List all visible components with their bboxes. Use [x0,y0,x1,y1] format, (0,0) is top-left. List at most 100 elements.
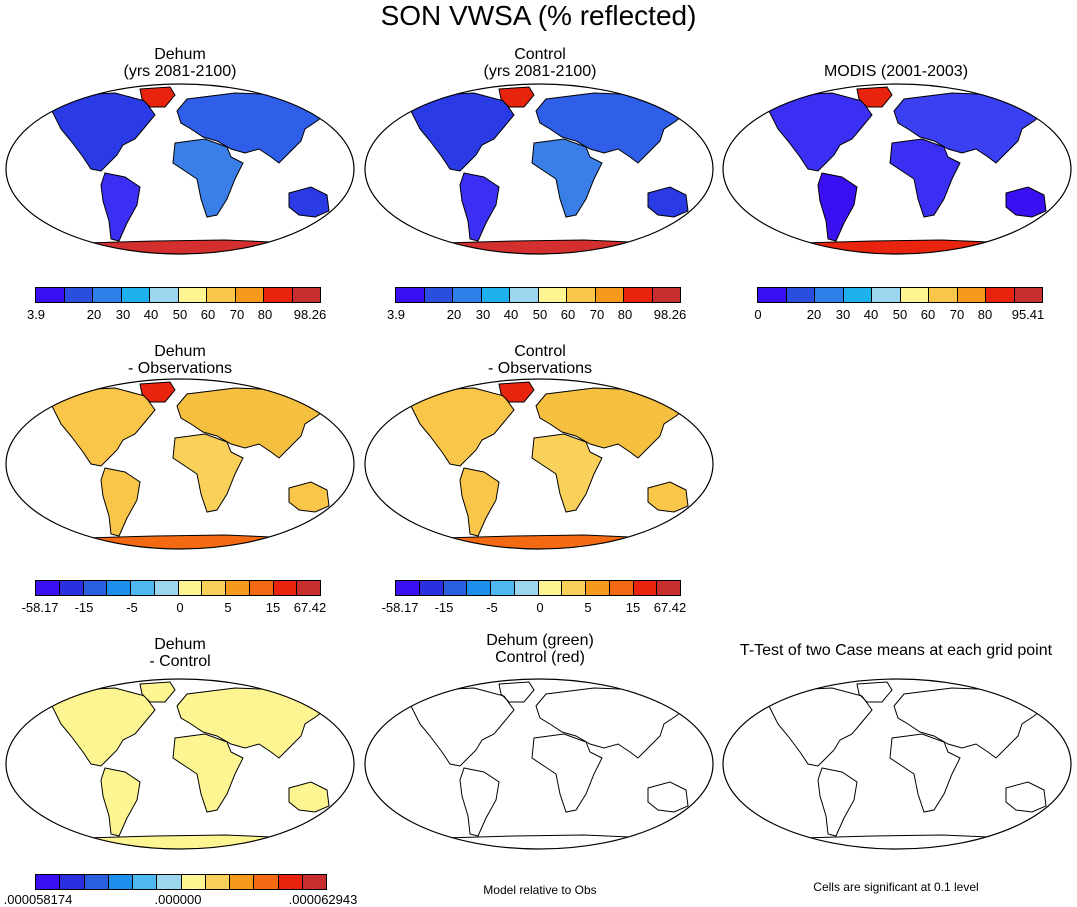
cb1-label: 3.9 [26,307,46,322]
colorbar-swatch [633,581,658,595]
cb5-label: 0 [536,600,544,615]
cb1-label: 40 [143,307,159,322]
continent-greenland [856,86,893,108]
continent-africa [172,433,244,513]
colorbar-swatch [562,581,586,595]
cb1-label: 70 [229,307,245,322]
cb4-label: 15 [265,600,281,615]
colorbar-swatch [133,875,158,889]
cb2-label: 40 [503,307,519,322]
cb2-label: 98.26 [653,307,687,322]
cb3-label: 30 [835,307,851,322]
colorbar-swatch [514,581,539,595]
cb3-label: 60 [920,307,936,322]
colorbar-swatch [273,581,298,595]
colorbar-swatch [254,875,279,889]
colorbar-swatch [453,288,482,302]
colorbar-swatch [60,875,85,889]
panel-8-title-line1: Dehum (green) [486,632,594,649]
map-ttest-outline [722,678,1072,850]
colorbar-swatch [900,288,929,302]
map-outline [5,378,355,550]
continent-namerica [51,387,156,467]
continent-namerica [51,687,156,767]
continent-samerica [100,467,141,537]
continent-africa [531,138,603,218]
colorbar-panel-3 [757,287,1043,303]
map-outline [5,83,355,255]
map-outline [722,83,1072,255]
cb5-label: 15 [625,600,641,615]
cb2-label: 20 [446,307,462,322]
colorbar-swatch [758,288,787,302]
colorbar-swatch [872,288,901,302]
panel-7-title-line1: Dehum [154,636,206,653]
continent-australia [647,186,689,218]
colorbar-swatch [36,288,65,302]
continent-samerica [100,767,141,837]
continent-samerica [817,767,858,837]
continent-greenland [139,86,176,108]
colorbar-swatch [278,875,303,889]
continent-australia [288,781,330,813]
continent-namerica [410,387,515,467]
cb3-label: 70 [949,307,965,322]
continent-greenland [498,86,535,108]
colorbar-swatch [226,581,250,595]
colorbar-swatch [443,581,468,595]
colorbar-swatch [84,875,109,889]
panel-5-title-line1: Control [514,343,566,360]
continent-australia [647,781,689,813]
panel-7-title-line2: - Control [149,653,211,670]
colorbar-swatch [64,288,93,302]
colorbar-swatch [957,288,986,302]
panel-9-title: T-Test of two Case means at each grid po… [716,642,1076,659]
cb2-label: 60 [560,307,576,322]
colorbar-swatch [467,581,491,595]
continent-samerica [459,767,500,837]
continent-africa [531,733,603,813]
cb1-label: 80 [257,307,273,322]
panel-2-title-line2: (yrs 2081-2100) [483,63,597,80]
panel-5-title-line2: - Observations [487,360,593,377]
colorbar-swatch [786,288,815,302]
continent-namerica [51,92,156,172]
panel-9-title-line1: T-Test of two Case means at each grid po… [739,642,1053,659]
panel-1-title-line1: Dehum [154,46,206,63]
cb3-label: 95.41 [1011,307,1045,322]
map-outline [5,678,355,850]
panel-4-title-line2: - Observations [127,360,233,377]
continent-africa [172,138,244,218]
cb5-label: 67.42 [653,600,687,615]
colorbar-swatch [178,581,203,595]
colorbar-swatch [93,288,122,302]
colorbar-swatch [424,288,453,302]
panel-4-title: Dehum - Observations [40,343,320,377]
map-dehum-minus-control [5,678,355,850]
colorbar-swatch [510,288,539,302]
continent-greenland [856,681,893,703]
continent-africa [531,433,603,513]
colorbar-swatch [986,288,1015,302]
colorbar-swatch [205,875,230,889]
continent-greenland [139,381,176,403]
cb2-label: 30 [475,307,491,322]
colorbar-swatch [815,288,844,302]
continent-samerica [459,467,500,537]
colorbar-swatch [419,581,444,595]
cb5-label: -15 [434,600,454,615]
panel-9-note: Cells are significant at 0.1 level [813,880,979,894]
map-control [364,83,714,255]
cb5-label: -58.17 [381,600,419,615]
colorbar-swatch [297,581,320,595]
cb4-label: -58.17 [21,600,59,615]
map-outline [364,678,714,850]
cb4-label: -5 [126,600,138,615]
cb3-label: 40 [863,307,879,322]
colorbar-swatch [181,875,206,889]
cb2-label: 70 [589,307,605,322]
colorbar-swatch [157,875,182,889]
continent-australia [1005,186,1047,218]
colorbar-swatch [1014,288,1042,302]
colorbar-swatch [396,288,425,302]
